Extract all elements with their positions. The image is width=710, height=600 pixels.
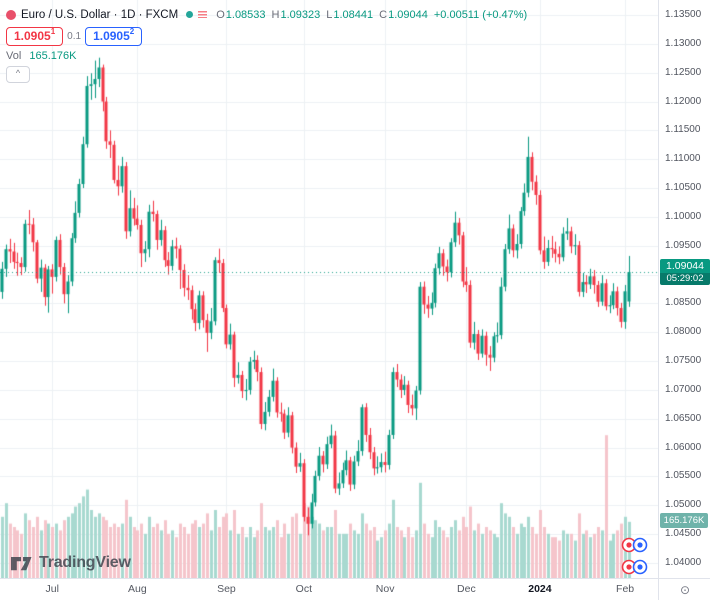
y-axis-label: 1.06500	[665, 412, 702, 424]
y-axis-label: 1.10500	[665, 182, 702, 194]
y-axis-label: 1.07500	[665, 355, 702, 367]
close-value: 1.09044	[388, 8, 428, 21]
y-axis-label: 1.05500	[665, 470, 702, 482]
y-axis-label: 1.05000	[665, 499, 702, 511]
idea-marker-icon[interactable]	[620, 536, 650, 554]
y-axis-label: 1.13500	[665, 8, 702, 20]
x-axis-label: Feb	[616, 583, 635, 595]
last-price-value: 1.09044	[660, 259, 710, 274]
tradingview-logo-icon	[11, 556, 32, 570]
price-chart-canvas[interactable]	[0, 0, 658, 578]
low-label: L	[326, 8, 333, 21]
open-value: 1.08533	[225, 8, 266, 21]
volume-axis-badge: 165.176K	[660, 512, 708, 528]
y-axis-label: 1.07000	[665, 383, 702, 395]
y-axis-label: 1.04000	[665, 557, 702, 568]
tradingview-logo[interactable]: TradingView	[10, 554, 131, 572]
x-axis-label: 2024	[528, 583, 552, 595]
low-value: 1.08441	[333, 8, 374, 21]
close-label: C	[379, 8, 388, 21]
y-axis-label: 1.10000	[665, 210, 702, 222]
last-price-badge: 1.09044 05:29:02	[660, 259, 710, 286]
x-axis-label: Dec	[457, 583, 476, 595]
idea-markers	[620, 536, 650, 576]
y-axis-label: 1.12000	[665, 95, 702, 107]
high-label: H	[271, 8, 280, 21]
spread-value: 0.1	[67, 31, 82, 42]
x-axis-label: Jul	[45, 583, 59, 595]
sell-price-button[interactable]: 1.0905 1	[6, 27, 64, 46]
x-axis-label: Oct	[295, 583, 312, 595]
y-axis-label: 1.04500	[665, 528, 702, 540]
symbol-logo-icon	[6, 9, 16, 20]
price-axis[interactable]: 1.09044 05:29:02 165.176K 1.13500 1.13000…	[658, 0, 710, 578]
axis-settings-icon[interactable]: ⊙	[658, 579, 710, 600]
x-axis-label: Nov	[375, 583, 395, 595]
y-axis-label: 1.06000	[665, 441, 702, 453]
bid-ask-row: 1.0905 1 0.1 1.0905 2	[6, 27, 527, 46]
y-axis-label: 1.11500	[665, 124, 701, 136]
y-axis-label: 1.09500	[665, 239, 702, 251]
x-axis-label: Sep	[217, 583, 236, 595]
change-value: +0.00511 (+0.47%)	[433, 8, 528, 21]
x-axis-label: Aug	[128, 583, 147, 595]
y-axis-label: 1.13000	[665, 37, 702, 49]
y-axis-label: 1.08000	[665, 326, 702, 338]
chart-pane: Euro / U.S. Dollar · 1D · FXCM O 1.08533 …	[0, 0, 658, 578]
sentiment-icon[interactable]	[198, 11, 208, 18]
time-axis[interactable]: Jul Aug Sep Oct Nov Dec 2024 Feb ⊙	[0, 578, 710, 600]
ohlc-values: O 1.08533 H 1.09323 L 1.08441 C 1.09044 +0.0…	[216, 9, 527, 21]
collapse-legend-button[interactable]: ^	[6, 66, 30, 83]
legend-symbol-row: Euro / U.S. Dollar · 1D · FXCM O 1.08533 …	[6, 5, 527, 24]
volume-legend-row: Vol 165.176K	[6, 50, 527, 62]
symbol-title[interactable]: Euro / U.S. Dollar · 1D · FXCM	[21, 8, 179, 21]
y-axis-label: 1.12500	[665, 66, 702, 78]
y-axis-label: 1.11000	[665, 153, 701, 165]
idea-marker-icon[interactable]	[620, 558, 650, 576]
volume-value: 165.176K	[29, 50, 77, 62]
high-value: 1.09323	[280, 8, 321, 21]
tradingview-logo-text: TradingView	[39, 554, 131, 571]
volume-label: Vol	[6, 50, 22, 62]
y-axis-label: 1.08500	[665, 297, 702, 309]
bar-countdown: 05:29:02	[660, 273, 710, 286]
market-status-icon[interactable]	[186, 11, 194, 18]
time-axis-labels: Jul Aug Sep Oct Nov Dec 2024 Feb	[0, 579, 658, 600]
chart-legend: Euro / U.S. Dollar · 1D · FXCM O 1.08533 …	[6, 5, 527, 83]
open-label: O	[216, 8, 225, 21]
buy-price-button[interactable]: 1.0905 2	[85, 27, 143, 46]
